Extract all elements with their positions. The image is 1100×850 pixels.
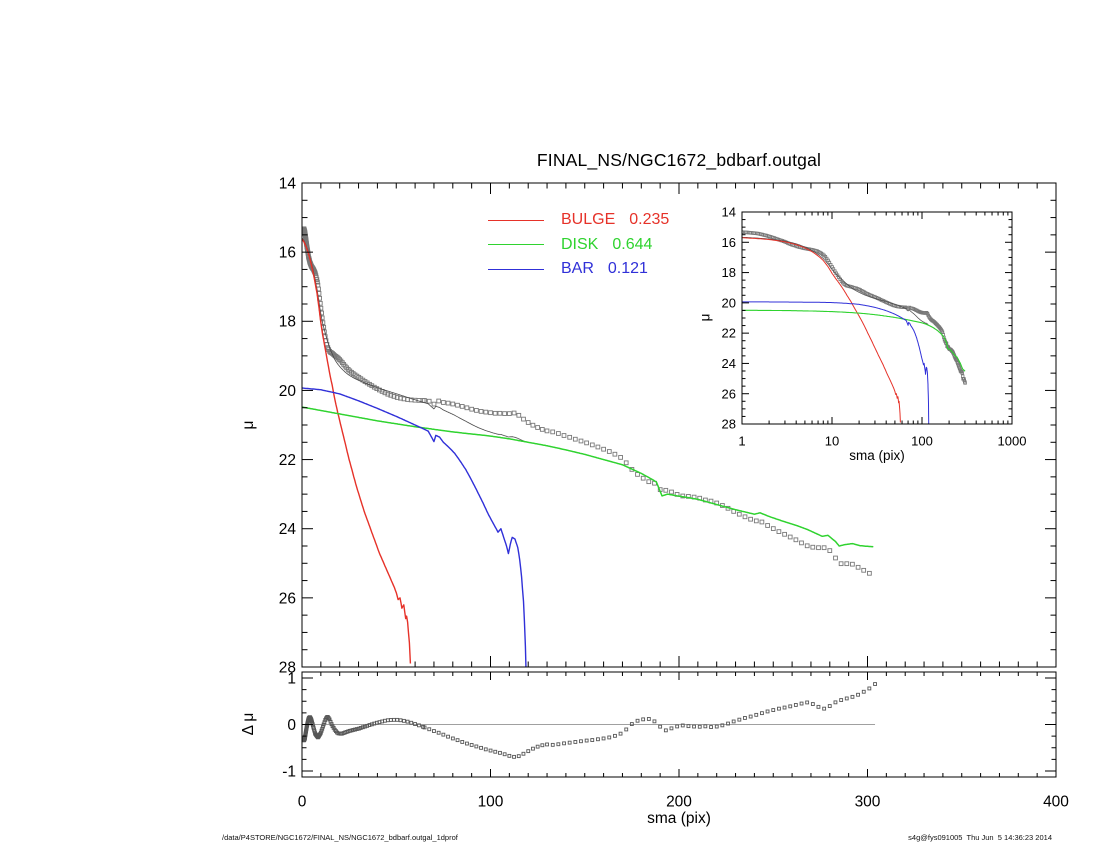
svg-text:-1: -1 <box>282 763 296 780</box>
svg-text:0: 0 <box>287 717 296 734</box>
residual-ticks <box>301 672 1057 777</box>
svg-text:22: 22 <box>279 452 296 469</box>
main-y-tick-labels: 14 16 18 20 22 24 26 28 <box>279 175 297 676</box>
inset-bulge-curve <box>742 237 901 423</box>
residual-tick-labels: 10-10 100 200 300 400 <box>282 670 1069 810</box>
svg-text:24: 24 <box>279 521 297 538</box>
bar-line-swatch <box>488 268 544 270</box>
legend-item-bar: BAR 0.121 <box>488 257 669 282</box>
footer-user-timestamp: s4g@fys091005 Thu Jun 5 14:36:23 2014 <box>908 833 1052 842</box>
inset-plot: 14 16 18 20 22 24 26 281 10 100 1000 <box>722 205 1027 449</box>
svg-text:14: 14 <box>722 205 736 220</box>
svg-text:20: 20 <box>722 295 736 310</box>
disk-label: DISK <box>561 235 599 253</box>
legend-item-disk: DISK 0.644 <box>488 233 669 258</box>
plot-title: FINAL_NS/NGC1672_bdbarf.outgal <box>536 150 822 170</box>
bar-curve <box>302 387 527 667</box>
svg-text:28: 28 <box>279 659 296 676</box>
inset-x-axis-title: sma (pix) <box>849 448 905 463</box>
bulge-label: BULGE <box>561 211 616 229</box>
bulge-line-swatch <box>488 219 544 221</box>
svg-text:22: 22 <box>722 326 736 341</box>
svg-text:18: 18 <box>722 265 736 280</box>
svg-text:10: 10 <box>825 434 839 449</box>
svg-text:1: 1 <box>287 670 296 687</box>
residual-y-axis-title: Δ μ <box>240 712 257 736</box>
main-ticks <box>301 182 1057 668</box>
legend: BULGE 0.235 DISK 0.644 BAR 0.121 <box>488 208 669 282</box>
svg-text:1: 1 <box>738 434 745 449</box>
inset-y-axis-title: μ <box>697 313 713 322</box>
bulge-value: 0.235 <box>629 211 670 229</box>
svg-text:24: 24 <box>722 356 736 371</box>
footer-file-path: /data/P4STORE/NGC1672/FINAL_NS/NGC1672_b… <box>222 833 458 842</box>
inset-bar-curve <box>742 301 930 424</box>
main-plot: 14 16 18 20 22 24 26 28 <box>279 175 1057 676</box>
svg-text:16: 16 <box>279 245 296 262</box>
svg-text:100: 100 <box>478 793 504 810</box>
residual-panel: 10-10 100 200 300 400 <box>282 670 1069 810</box>
x-axis-title: sma (pix) <box>647 810 711 827</box>
main-y-axis-title: μ <box>240 420 257 430</box>
disk-value: 0.644 <box>612 235 653 253</box>
inset-tick-labels: 14 16 18 20 22 24 26 281 10 100 1000 <box>722 205 1027 449</box>
svg-text:300: 300 <box>855 793 881 810</box>
legend-item-bulge: BULGE 0.235 <box>488 208 669 233</box>
bulge-curve <box>302 238 412 664</box>
svg-text:1000: 1000 <box>998 434 1027 449</box>
inset-ticks <box>741 211 1013 425</box>
svg-text:14: 14 <box>279 175 297 192</box>
svg-text:400: 400 <box>1043 793 1069 810</box>
inset-bg <box>742 212 1012 424</box>
svg-text:28: 28 <box>722 417 736 432</box>
residual-points <box>302 682 877 759</box>
svg-text:20: 20 <box>279 383 297 400</box>
svg-text:26: 26 <box>722 386 736 401</box>
bar-value: 0.121 <box>607 260 648 278</box>
bar-label: BAR <box>561 260 594 278</box>
svg-text:16: 16 <box>722 235 736 250</box>
svg-text:26: 26 <box>279 590 296 607</box>
svg-text:200: 200 <box>666 793 692 810</box>
inset-data-points <box>742 230 967 385</box>
svg-text:100: 100 <box>911 434 933 449</box>
disk-line-swatch <box>488 244 544 246</box>
svg-text:0: 0 <box>298 793 307 810</box>
disk-curve <box>302 406 874 548</box>
svg-text:18: 18 <box>279 314 296 331</box>
